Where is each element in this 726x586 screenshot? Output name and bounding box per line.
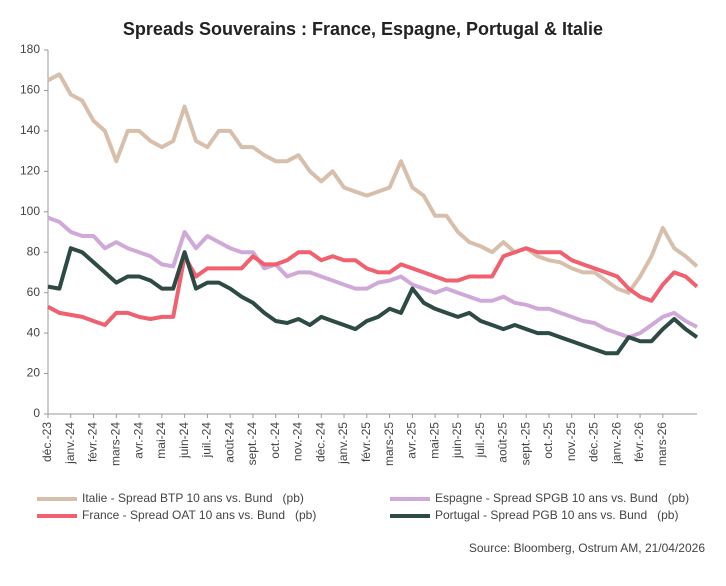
x-tick-label: avr.-24 [131, 422, 145, 459]
y-tick-label: 0 [33, 406, 40, 420]
legend-label: Italie - Spread BTP 10 ans vs. Bund (pb) [82, 491, 304, 505]
series-line [47, 246, 699, 327]
x-tick-label: mars-26 [655, 422, 669, 466]
legend-label: France - Spread OAT 10 ans vs. Bund (pb) [82, 508, 316, 522]
x-tick-label: déc.-23 [40, 422, 54, 462]
x-tick-label: déc.-24 [313, 422, 327, 462]
x-tick-label: févr.-25 [359, 422, 373, 462]
x-tick-label: mars-24 [108, 422, 122, 466]
x-tick-label: mai-25 [427, 422, 441, 459]
y-tick-label: 120 [20, 164, 40, 178]
x-tick-label: juil.-24 [200, 422, 214, 459]
x-tick-label: juil.-25 [473, 422, 487, 459]
y-tick-label: 80 [27, 244, 41, 258]
x-tick-label: déc.-25 [587, 422, 601, 462]
source: Source: Bloomberg, Ostrum AM, 21/04/2026 [469, 541, 705, 555]
x-tick-label: oct.-24 [268, 422, 282, 459]
x-tick-label: janv.-25 [336, 422, 350, 465]
x-tick-label: oct.-25 [541, 422, 555, 459]
x-tick-label: nov.-24 [291, 422, 305, 461]
x-tick-label: août-25 [496, 422, 510, 463]
legend-label: Portugal - Spread PGB 10 ans vs. Bund (p… [435, 508, 678, 522]
y-tick-label: 60 [27, 285, 41, 299]
series-line [47, 72, 699, 295]
y-tick-label: 100 [20, 204, 40, 218]
legend-label: Espagne - Spread SPGB 10 ans vs. Bund (p… [435, 491, 689, 505]
x-tick-label: janv.-24 [63, 422, 77, 465]
y-tick-label: 40 [27, 325, 41, 339]
series-line [47, 246, 699, 356]
series-line [47, 215, 698, 340]
x-tick-label: avr.-25 [405, 422, 419, 459]
x-tick-label: juin-25 [450, 422, 464, 459]
y-tick-label: 140 [20, 123, 40, 137]
x-tick-label: sept.-24 [245, 422, 259, 466]
x-tick-label: sept.-25 [518, 422, 532, 466]
x-tick-label: août-24 [222, 422, 236, 463]
y-tick-label: 20 [27, 366, 41, 380]
x-tick-label: mai-24 [154, 422, 168, 459]
x-tick-label: nov.-25 [564, 422, 578, 461]
chart-title: Spreads Souverains : France, Espagne, Po… [123, 19, 603, 39]
x-tick-label: juin-24 [177, 422, 191, 459]
x-tick-label: janv.-26 [609, 422, 623, 465]
x-tick-label: févr.-24 [86, 422, 100, 462]
x-tick-label: mars-25 [382, 422, 396, 466]
y-tick-label: 180 [20, 42, 40, 56]
y-tick-label: 160 [20, 83, 40, 97]
x-tick-label: févr.-26 [632, 422, 646, 462]
